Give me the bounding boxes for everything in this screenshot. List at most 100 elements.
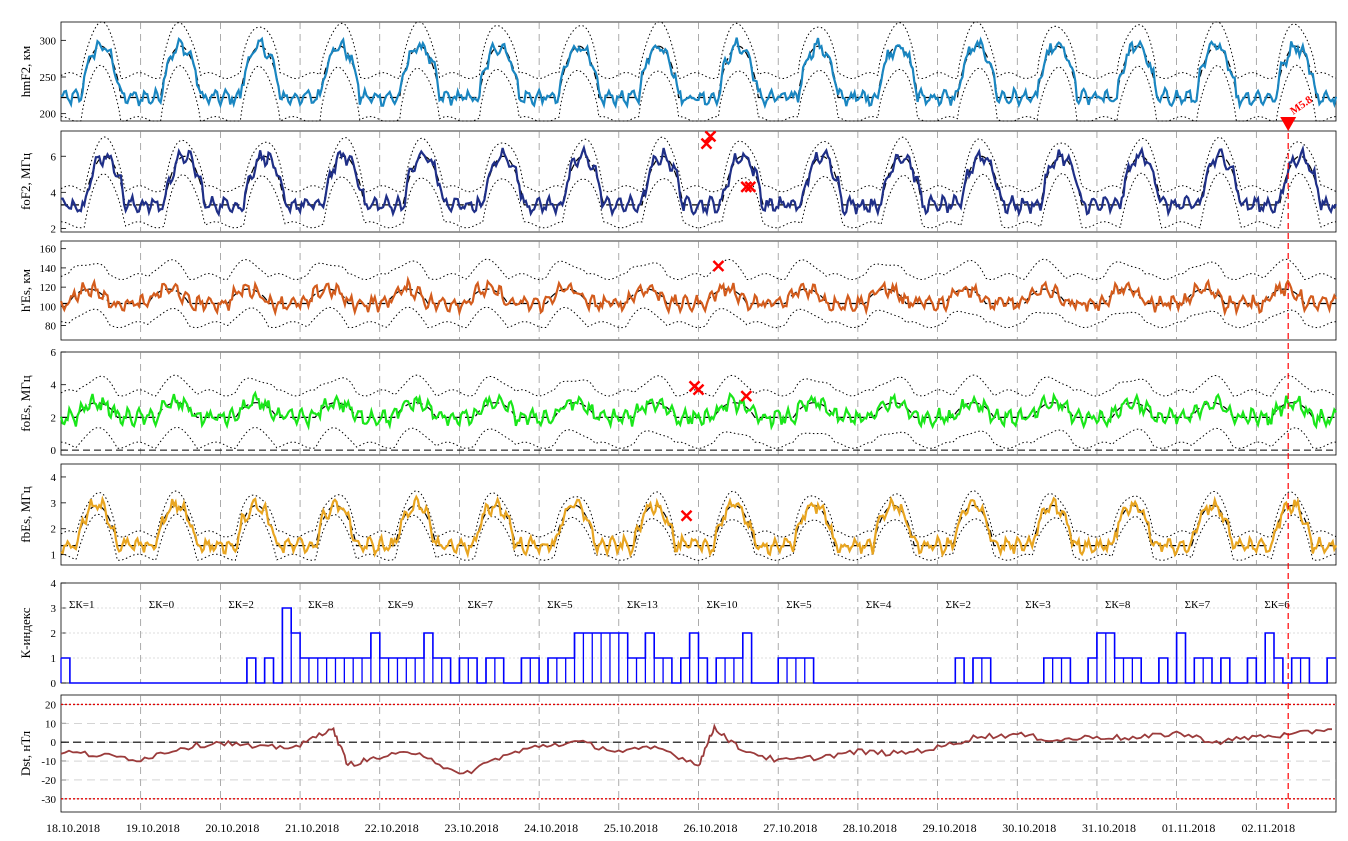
y-tick-label: 100	[40, 301, 57, 313]
event-label: M5.8	[1288, 93, 1315, 117]
x-tick-label: 02.11.2018	[1242, 821, 1296, 835]
anomaly-marker	[680, 509, 693, 522]
x-tick-label: 21.10.2018	[285, 821, 339, 835]
y-tick-label: -10	[41, 756, 56, 768]
y-tick-label: 20	[45, 699, 57, 711]
x-tick-label: 28.10.2018	[843, 821, 897, 835]
x-tick-label: 25.10.2018	[604, 821, 658, 835]
y-axis-label: К-индекс	[18, 607, 33, 658]
panel-Kp: 0 1 2 3 4 К-индекс ΣК=1 ΣК=0 ΣК=2 ΣК=8 ΣК=9 ΣК=7 ΣК=…	[18, 578, 1337, 690]
sumk-label: ΣК=6	[1264, 599, 1290, 611]
y-tick-label: 120	[40, 282, 57, 294]
sumk-label: ΣК=10	[707, 599, 738, 611]
y-tick-label: 1	[51, 653, 57, 665]
upper-bound-line	[60, 136, 1337, 193]
sumk-label: ΣК=1	[69, 599, 94, 611]
lower-bound-line	[60, 426, 1337, 449]
y-tick-label: 3	[51, 498, 57, 510]
y-tick-label: 4	[51, 187, 57, 199]
sumk-label: ΣК=7	[1185, 599, 1211, 611]
sumk-label: ΣК=5	[547, 599, 573, 611]
x-tick-label: 26.10.2018	[684, 821, 738, 835]
sumk-label: ΣК=0	[149, 599, 175, 611]
anomaly-marker	[744, 181, 757, 193]
y-tick-label: -20	[41, 775, 56, 787]
y-tick-label: 140	[40, 263, 57, 275]
x-tick-label: 31.10.2018	[1082, 821, 1136, 835]
y-tick-label: 2	[51, 524, 57, 536]
anomaly-marker	[740, 390, 753, 403]
y-tick-label: -30	[41, 794, 56, 806]
sumk-label: ΣК=9	[388, 599, 414, 611]
x-tick-label: 01.11.2018	[1162, 821, 1216, 835]
measured-line	[60, 36, 1338, 110]
sumk-label: ΣК=2	[946, 599, 971, 611]
y-tick-label: 80	[45, 321, 57, 333]
measured-line	[60, 144, 1337, 218]
y-tick-label: 0	[51, 678, 57, 690]
y-tick-label: 1	[51, 550, 57, 562]
event-marker	[1280, 117, 1297, 131]
measured-line	[59, 275, 1337, 317]
y-tick-label: 6	[51, 151, 57, 163]
kp-step-line	[61, 607, 1336, 684]
sumk-label: ΣК=7	[467, 599, 493, 611]
lower-bound-line	[60, 513, 1337, 561]
y-axis-label: hmF2, км	[18, 46, 33, 97]
anomaly-marker	[700, 137, 713, 150]
measured-line	[60, 494, 1338, 559]
y-axis-label: Dst, нТл	[18, 730, 33, 776]
y-tick-label: 4	[51, 472, 57, 484]
sumk-label: ΣК=8	[308, 599, 334, 611]
y-tick-label: 4	[51, 578, 57, 590]
y-tick-label: 2	[51, 628, 57, 640]
y-tick-label: 2	[51, 412, 57, 424]
sumk-label: ΣК=3	[1025, 599, 1051, 611]
lower-bound-line	[60, 306, 1336, 329]
y-axis-label: h'Es, км	[18, 269, 33, 312]
y-tick-label: 300	[40, 35, 57, 47]
y-tick-label: 3	[51, 603, 57, 615]
measured-line	[59, 390, 1337, 431]
y-tick-label: 200	[40, 109, 57, 121]
y-tick-label: 0	[51, 737, 57, 749]
anomaly-marker	[692, 383, 705, 396]
panel-foEs: 0 2 4 6 foEs, МГц	[18, 347, 1337, 457]
sumk-label: ΣК=2	[228, 599, 253, 611]
y-axis-label: foF2, МГц	[18, 153, 33, 210]
y-tick-label: 160	[40, 244, 57, 256]
y-tick-label: 6	[51, 347, 57, 359]
anomaly-marker	[712, 260, 725, 272]
dst-line	[60, 723, 1332, 775]
y-tick-label: 250	[40, 72, 57, 84]
x-tick-label: 27.10.2018	[763, 821, 817, 835]
sumk-label: ΣК=5	[786, 599, 812, 611]
x-tick-label: 20.10.2018	[205, 821, 259, 835]
y-tick-label: 2	[51, 223, 57, 235]
upper-bound-line	[60, 21, 1337, 80]
lower-bound-line	[60, 172, 1337, 229]
x-tick-label: 30.10.2018	[1002, 821, 1056, 835]
y-tick-label: 10	[45, 718, 57, 730]
upper-bound-line	[60, 490, 1337, 538]
panel-foF2: 2 4 6 foF2, МГц	[18, 130, 1337, 235]
y-axis-label: foEs, МГц	[18, 375, 33, 431]
y-axis-label: fbEs, МГц	[18, 486, 33, 542]
anomaly-marker	[704, 130, 717, 143]
x-tick-label: 29.10.2018	[923, 821, 977, 835]
x-tick-label: 24.10.2018	[524, 821, 578, 835]
x-tick-label: 19.10.2018	[126, 821, 180, 835]
panel-hEs: 80 100 120 140 160 h'Es, км	[18, 240, 1337, 341]
panel-hmF2: 200 250 300 hmF2, км	[18, 21, 1338, 122]
panel-fbEs: 1 2 3 4 fbEs, МГц	[18, 463, 1338, 566]
x-tick-label: 23.10.2018	[444, 821, 498, 835]
x-tick-label: 18.10.2018	[46, 821, 100, 835]
y-tick-label: 4	[51, 380, 57, 392]
anomaly-marker	[740, 181, 753, 193]
sumk-label: ΣК=4	[866, 599, 892, 611]
sumk-label: ΣК=8	[1105, 599, 1131, 611]
panel-Dst: -30 -20 -10 0 10 20 Dst, нТл	[18, 694, 1337, 813]
x-tick-label: 22.10.2018	[365, 821, 419, 835]
y-tick-label: 0	[51, 445, 57, 457]
